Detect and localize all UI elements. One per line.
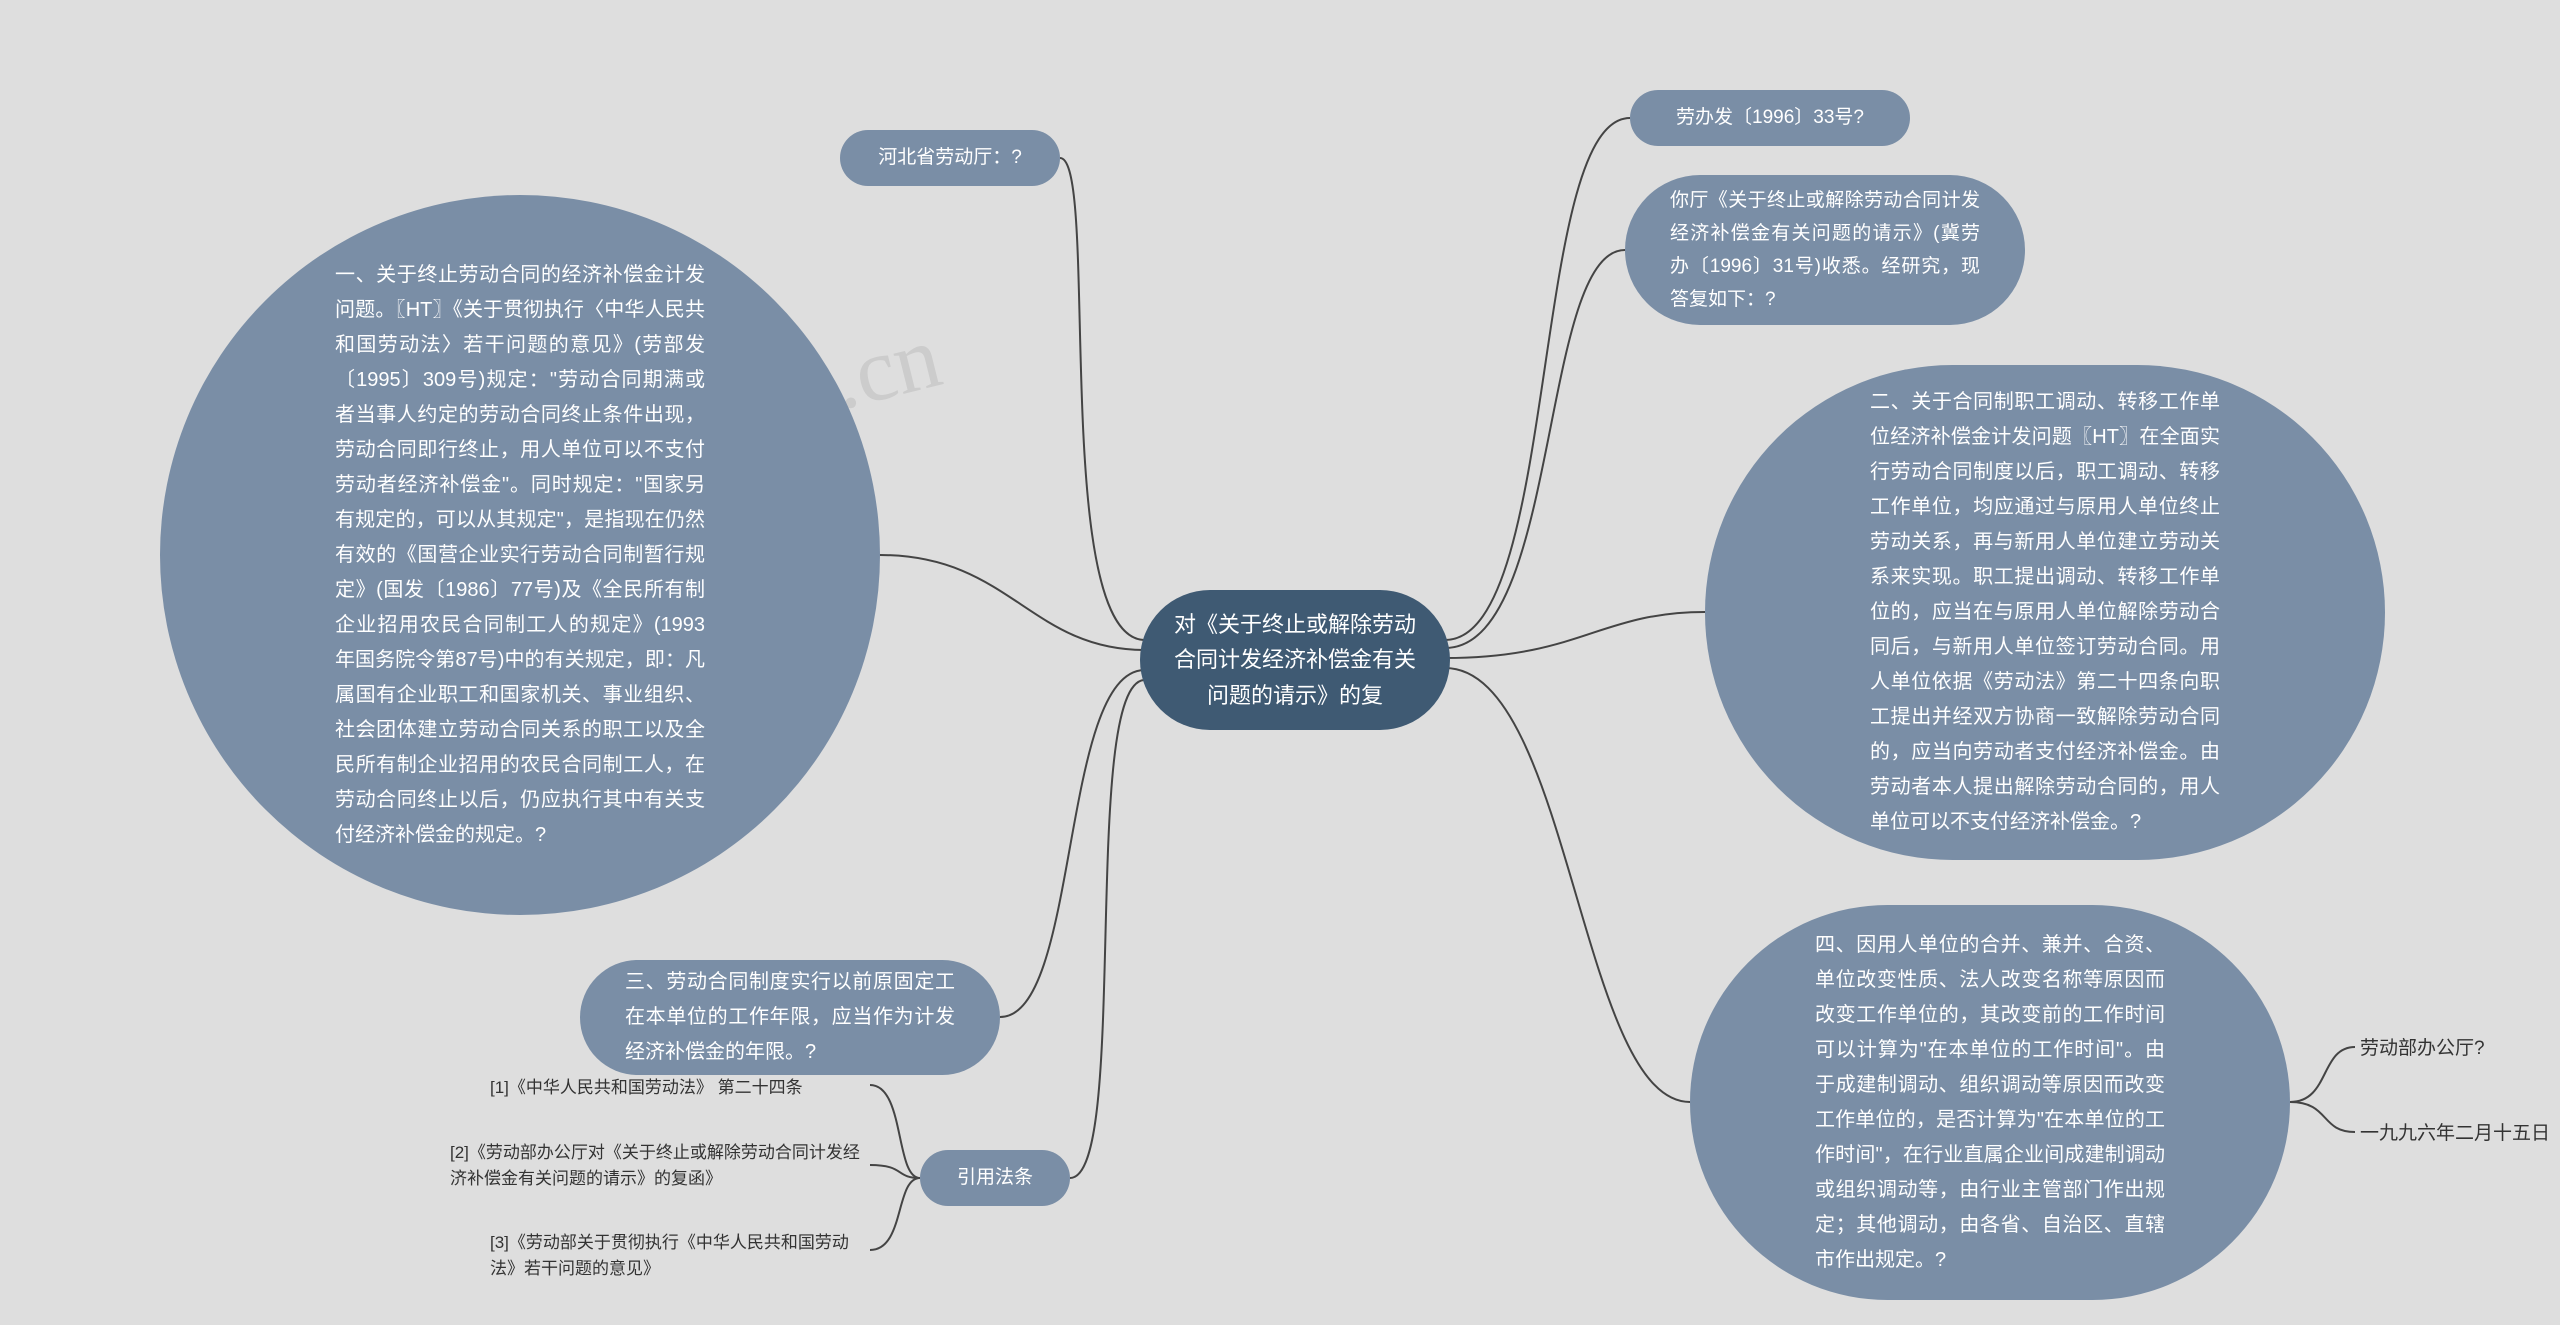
node-item4[interactable]: 四、因用人单位的合并、兼并、合资、单位改变性质、法人改变名称等原因而改变工作单位…	[1690, 905, 2290, 1300]
node-doc-no-text: 劳办发〔1996〕33号?	[1660, 101, 1880, 134]
leaf-cite-1[interactable]: [1]《中华人民共和国劳动法》 第二十四条	[490, 1075, 870, 1101]
leaf-office[interactable]: 劳动部办公厅?	[2360, 1035, 2540, 1064]
node-cite-text: 引用法条	[950, 1161, 1040, 1194]
node-doc-no[interactable]: 劳办发〔1996〕33号?	[1630, 90, 1910, 146]
node-cite[interactable]: 引用法条	[920, 1150, 1070, 1206]
leaf-cite-2[interactable]: [2]《劳动部办公厅对《关于终止或解除劳动合同计发经济补偿金有关问题的请示》的复…	[450, 1140, 870, 1191]
center-text: 对《关于终止或解除劳动 合同计发经济补偿金有关 问题的请示》的复	[1170, 607, 1420, 713]
leaf-cite-3[interactable]: [3]《劳动部关于贯彻执行《中华人民共和国劳动法》若干问题的意见》	[490, 1230, 870, 1281]
node-item4-text: 四、因用人单位的合并、兼并、合资、单位改变性质、法人改变名称等原因而改变工作单位…	[1815, 928, 2165, 1278]
node-item3[interactable]: 三、劳动合同制度实行以前原固定工在本单位的工作年限，应当作为计发经济补偿金的年限…	[580, 960, 1000, 1075]
node-reply-intro-text: 你厅《关于终止或解除劳动合同计发经济补偿金有关问题的请示》(冀劳办〔1996〕3…	[1670, 184, 1980, 317]
node-hebei-text: 河北省劳动厅：?	[870, 141, 1030, 174]
node-item3-text: 三、劳动合同制度实行以前原固定工在本单位的工作年限，应当作为计发经济补偿金的年限…	[625, 965, 955, 1070]
node-reply-intro[interactable]: 你厅《关于终止或解除劳动合同计发经济补偿金有关问题的请示》(冀劳办〔1996〕3…	[1625, 175, 2025, 325]
leaf-date[interactable]: 一九九六年二月十五日	[2360, 1120, 2560, 1149]
node-item2-text: 二、关于合同制职工调动、转移工作单位经济补偿金计发问题〖HT〗在全面实行劳动合同…	[1870, 385, 2220, 840]
node-item1-text: 一、关于终止劳动合同的经济补偿金计发问题。〖HT〗《关于贯彻执行〈中华人民共和国…	[335, 258, 705, 853]
mindmap-center-node[interactable]: 对《关于终止或解除劳动 合同计发经济补偿金有关 问题的请示》的复	[1140, 590, 1450, 730]
node-item2[interactable]: 二、关于合同制职工调动、转移工作单位经济补偿金计发问题〖HT〗在全面实行劳动合同…	[1705, 365, 2385, 860]
node-item1[interactable]: 一、关于终止劳动合同的经济补偿金计发问题。〖HT〗《关于贯彻执行〈中华人民共和国…	[160, 195, 880, 915]
node-hebei[interactable]: 河北省劳动厅：?	[840, 130, 1060, 186]
